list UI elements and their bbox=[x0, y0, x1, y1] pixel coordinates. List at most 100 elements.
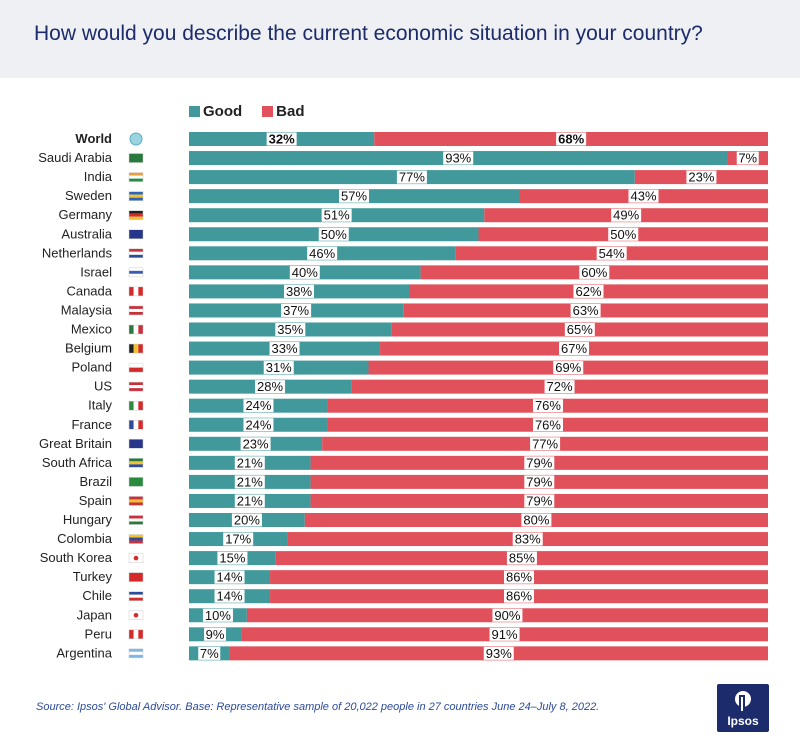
value-label-good-japan-bg bbox=[202, 608, 233, 622]
country-label-brazil: Brazil bbox=[79, 474, 112, 489]
value-label-good-colombia-bg bbox=[223, 532, 254, 546]
flag-stripe bbox=[129, 273, 143, 277]
flag-stripe bbox=[129, 401, 134, 411]
flag-stripe bbox=[133, 629, 139, 639]
value-label-bad-belgium-bg bbox=[559, 342, 590, 356]
value-label-bad-spain-bg bbox=[524, 494, 555, 508]
flag-stripe bbox=[129, 461, 143, 465]
value-label-bad-israel: 60% bbox=[581, 265, 607, 280]
flag-brazil-icon bbox=[128, 477, 144, 487]
flag-south-korea-icon bbox=[128, 553, 144, 563]
value-label-good-great-britain: 23% bbox=[243, 436, 269, 451]
value-label-bad-netherlands: 54% bbox=[599, 246, 625, 261]
value-label-bad-sweden-bg bbox=[628, 189, 659, 203]
value-label-bad-spain: 79% bbox=[526, 493, 552, 508]
value-label-bad-turkey-bg bbox=[504, 570, 535, 584]
flag-stripe bbox=[129, 191, 143, 195]
country-label-colombia: Colombia bbox=[57, 531, 113, 546]
flag-stripe bbox=[129, 458, 143, 462]
country-label-belgium: Belgium bbox=[65, 341, 112, 356]
value-label-good-brazil-bg bbox=[234, 475, 265, 489]
country-label-australia: Australia bbox=[61, 226, 112, 241]
value-label-good-japan: 10% bbox=[205, 608, 231, 623]
flag-stripe bbox=[129, 267, 143, 271]
country-label-sweden: Sweden bbox=[65, 188, 112, 203]
country-label-south-korea: South Korea bbox=[40, 550, 113, 565]
flag-israel-icon bbox=[128, 267, 144, 278]
value-label-bad-peru: 91% bbox=[492, 627, 518, 642]
value-label-good-poland-bg bbox=[263, 361, 294, 375]
value-label-good-spain: 21% bbox=[237, 493, 263, 508]
flag-stripe bbox=[129, 499, 143, 503]
legend-swatch-bad bbox=[262, 105, 274, 117]
value-label-good-argentina: 7% bbox=[200, 646, 219, 661]
flag-stripe bbox=[129, 270, 143, 274]
value-label-good-world: 32% bbox=[269, 132, 295, 147]
value-label-good-colombia: 17% bbox=[225, 532, 251, 547]
flag-stripe bbox=[129, 308, 143, 312]
flag-stripe bbox=[129, 382, 143, 386]
country-label-us: US bbox=[94, 379, 112, 394]
flag-stripe bbox=[129, 594, 143, 598]
country-label-turkey: Turkey bbox=[73, 569, 113, 584]
flag-stripe bbox=[129, 251, 143, 255]
country-label-saudi-arabia: Saudi Arabia bbox=[38, 150, 112, 165]
flag-stripe bbox=[129, 367, 143, 373]
value-label-good-australia: 50% bbox=[321, 227, 347, 242]
value-label-good-israel-bg bbox=[289, 265, 320, 279]
value-label-good-south-africa-bg bbox=[234, 456, 265, 470]
value-label-bad-poland: 69% bbox=[555, 360, 581, 375]
flag-chile-icon bbox=[128, 591, 144, 601]
country-label-world: World bbox=[75, 131, 112, 146]
value-label-bad-south-africa: 79% bbox=[526, 455, 552, 470]
flag-stripe bbox=[129, 502, 143, 506]
flag-stripe bbox=[133, 344, 139, 354]
value-label-good-argentina-bg bbox=[198, 646, 221, 660]
flag-netherlands-icon bbox=[128, 248, 144, 259]
value-label-good-turkey: 14% bbox=[217, 570, 243, 585]
value-label-bad-saudi-arabia-bg bbox=[736, 151, 759, 165]
flag-stripe bbox=[129, 254, 143, 258]
value-label-bad-chile: 86% bbox=[506, 589, 532, 604]
value-label-bad-india-bg bbox=[686, 170, 717, 184]
value-label-good-belgium-bg bbox=[269, 342, 300, 356]
value-label-good-netherlands: 46% bbox=[309, 246, 335, 261]
value-label-good-sweden-bg bbox=[339, 189, 370, 203]
header-bar: How would you describe the current econo… bbox=[0, 0, 800, 78]
country-label-malaysia: Malaysia bbox=[61, 302, 113, 317]
flag-disc bbox=[133, 612, 139, 618]
flag-france-icon bbox=[128, 420, 144, 430]
legend: Good Bad bbox=[189, 101, 325, 121]
legend-label-good: Good bbox=[203, 102, 243, 120]
flag-stripe bbox=[129, 178, 143, 182]
value-label-good-germany: 51% bbox=[324, 208, 350, 223]
flag-stripe bbox=[129, 286, 134, 296]
flag-stripe bbox=[129, 229, 143, 239]
value-label-good-canada: 38% bbox=[286, 284, 312, 299]
flag-stripe bbox=[138, 344, 143, 354]
value-label-bad-world-bg bbox=[556, 132, 587, 146]
value-label-good-canada-bg bbox=[284, 284, 315, 298]
value-label-good-chile-bg bbox=[214, 589, 245, 603]
country-label-peru: Peru bbox=[85, 626, 112, 641]
flag-stripe bbox=[129, 153, 143, 163]
value-label-good-france-bg bbox=[243, 418, 274, 432]
value-label-good-france: 24% bbox=[245, 417, 271, 432]
flag-germany-icon bbox=[128, 210, 144, 220]
legend-item-good: Good bbox=[189, 103, 242, 120]
flag-turkey-icon bbox=[128, 572, 144, 582]
flag-stripe bbox=[129, 213, 143, 217]
value-label-good-chile: 14% bbox=[217, 589, 243, 604]
country-label-hungary: Hungary bbox=[63, 512, 113, 527]
flag-spain-icon bbox=[128, 496, 144, 506]
flag-disc bbox=[133, 555, 139, 561]
legend-label-bad: Bad bbox=[276, 102, 305, 120]
value-label-good-great-britain-bg bbox=[240, 437, 271, 451]
flag-malaysia-icon bbox=[128, 305, 144, 316]
flag-stripe bbox=[133, 401, 139, 411]
flag-stripe bbox=[133, 325, 139, 334]
flag-argentina-icon bbox=[128, 648, 144, 659]
flag-stripe bbox=[129, 172, 143, 176]
flag-stripe bbox=[129, 572, 143, 582]
